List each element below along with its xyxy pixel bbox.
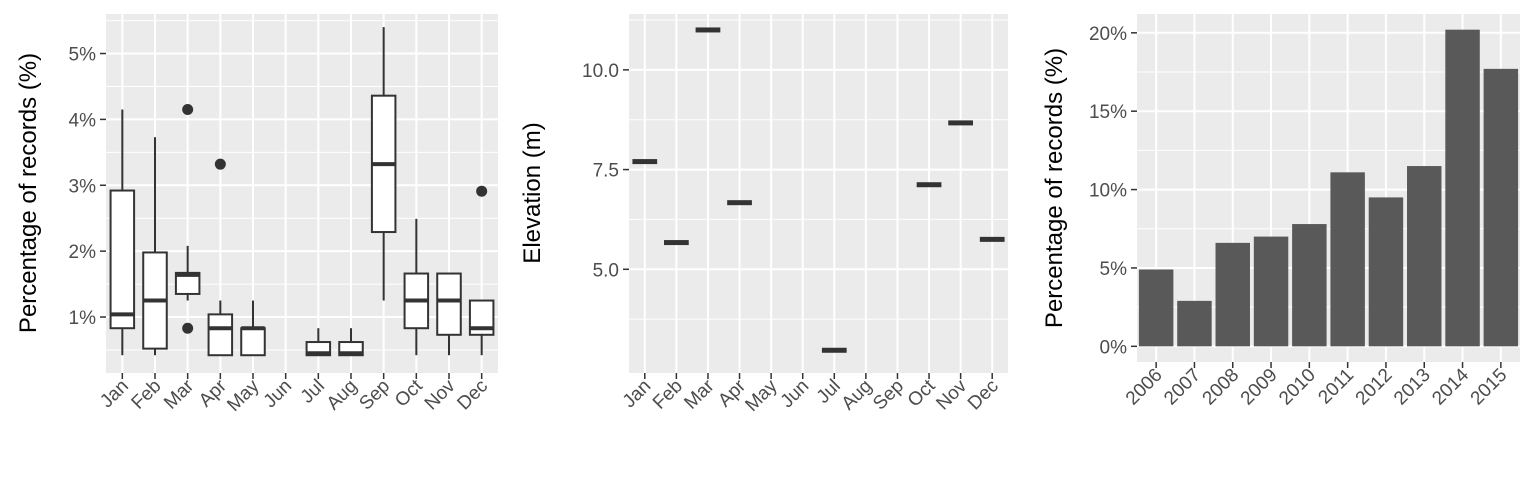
y-tick-label: 10.0 <box>582 61 619 82</box>
x-tick-label: 2012 <box>1352 365 1397 410</box>
x-tick-label: Feb <box>649 376 687 414</box>
y-axis-title: Elevation (m) <box>519 122 546 263</box>
y-tick-label: 5.0 <box>593 260 619 281</box>
x-tick-label: Aug <box>838 376 877 415</box>
bar-2013 <box>1407 166 1442 347</box>
x-tick-label: Nov <box>421 375 460 414</box>
x-tick-label: Dec <box>964 376 1003 415</box>
x-tick-label: May <box>741 375 782 416</box>
bar-2014 <box>1445 29 1480 347</box>
x-tick-label: 2007 <box>1160 365 1205 410</box>
y-tick-label: 10% <box>1089 181 1127 202</box>
bar-2007 <box>1177 300 1212 347</box>
y-tick-label: 5% <box>1100 259 1128 280</box>
x-tick-label: Mar <box>160 375 198 413</box>
x-tick-label: Dec <box>453 376 492 415</box>
box-nov <box>436 272 462 336</box>
x-tick-label: Sep <box>869 376 908 415</box>
box-apr-outlier <box>214 158 226 170</box>
x-tick-label: Sep <box>355 376 394 415</box>
x-tick-label: Oct <box>391 375 427 411</box>
panel-background <box>106 14 498 373</box>
x-tick-label: Jun <box>777 376 814 413</box>
x-tick-label: Jan <box>619 376 656 413</box>
bar-2008 <box>1215 242 1250 347</box>
y-tick-label: 4% <box>69 110 97 131</box>
x-tick-label: Apr <box>195 375 231 411</box>
x-tick-label: 2015 <box>1467 365 1512 410</box>
box-dec-outlier <box>476 185 488 197</box>
bar-2012 <box>1368 197 1404 347</box>
box-may <box>240 327 266 357</box>
x-tick-label: Feb <box>128 376 166 414</box>
x-tick-label: May <box>223 375 264 416</box>
x-tick-label: Oct <box>904 375 940 411</box>
x-tick-label: 2013 <box>1390 365 1435 410</box>
y-tick-label: 20% <box>1089 24 1127 45</box>
y-tick-label: 5% <box>69 45 97 66</box>
x-tick-label: 2006 <box>1122 365 1167 410</box>
box-mar-outlier <box>182 322 194 334</box>
y-tick-label: 15% <box>1089 102 1127 123</box>
bar-2015 <box>1483 68 1519 347</box>
bar-2010 <box>1292 224 1327 347</box>
yearly-percentage-barchart: 0%5%10%15%20%200620072008200920102011201… <box>1041 14 1520 409</box>
y-axis-title: Percentage of records (%) <box>15 53 42 333</box>
bar-2009 <box>1253 236 1289 347</box>
x-tick-label: 2014 <box>1428 364 1473 409</box>
box-mar-outlier <box>182 104 194 116</box>
y-tick-label: 2% <box>69 242 97 263</box>
y-tick-label: 1% <box>69 308 97 329</box>
panel-background <box>629 14 1008 373</box>
y-tick-label: 0% <box>1100 337 1128 358</box>
box-apr <box>207 313 234 357</box>
box-jan <box>109 189 136 330</box>
x-tick-label: Aug <box>323 376 362 415</box>
x-tick-label: Mar <box>680 375 718 413</box>
bar-2006 <box>1138 269 1174 347</box>
x-tick-label: Jun <box>260 376 297 413</box>
y-tick-label: 7.5 <box>593 161 619 182</box>
x-tick-label: 2009 <box>1237 365 1282 410</box>
x-tick-label: 2008 <box>1199 365 1244 410</box>
x-tick-label: 2011 <box>1314 365 1358 409</box>
x-tick-label: 2010 <box>1275 365 1320 410</box>
x-tick-label: Nov <box>932 375 971 414</box>
x-tick-label: Jul <box>297 376 329 408</box>
bar-2011 <box>1330 172 1365 347</box>
y-tick-label: 3% <box>69 176 97 197</box>
x-tick-label: Jan <box>96 376 133 413</box>
y-axis-title: Percentage of records (%) <box>1041 48 1068 328</box>
